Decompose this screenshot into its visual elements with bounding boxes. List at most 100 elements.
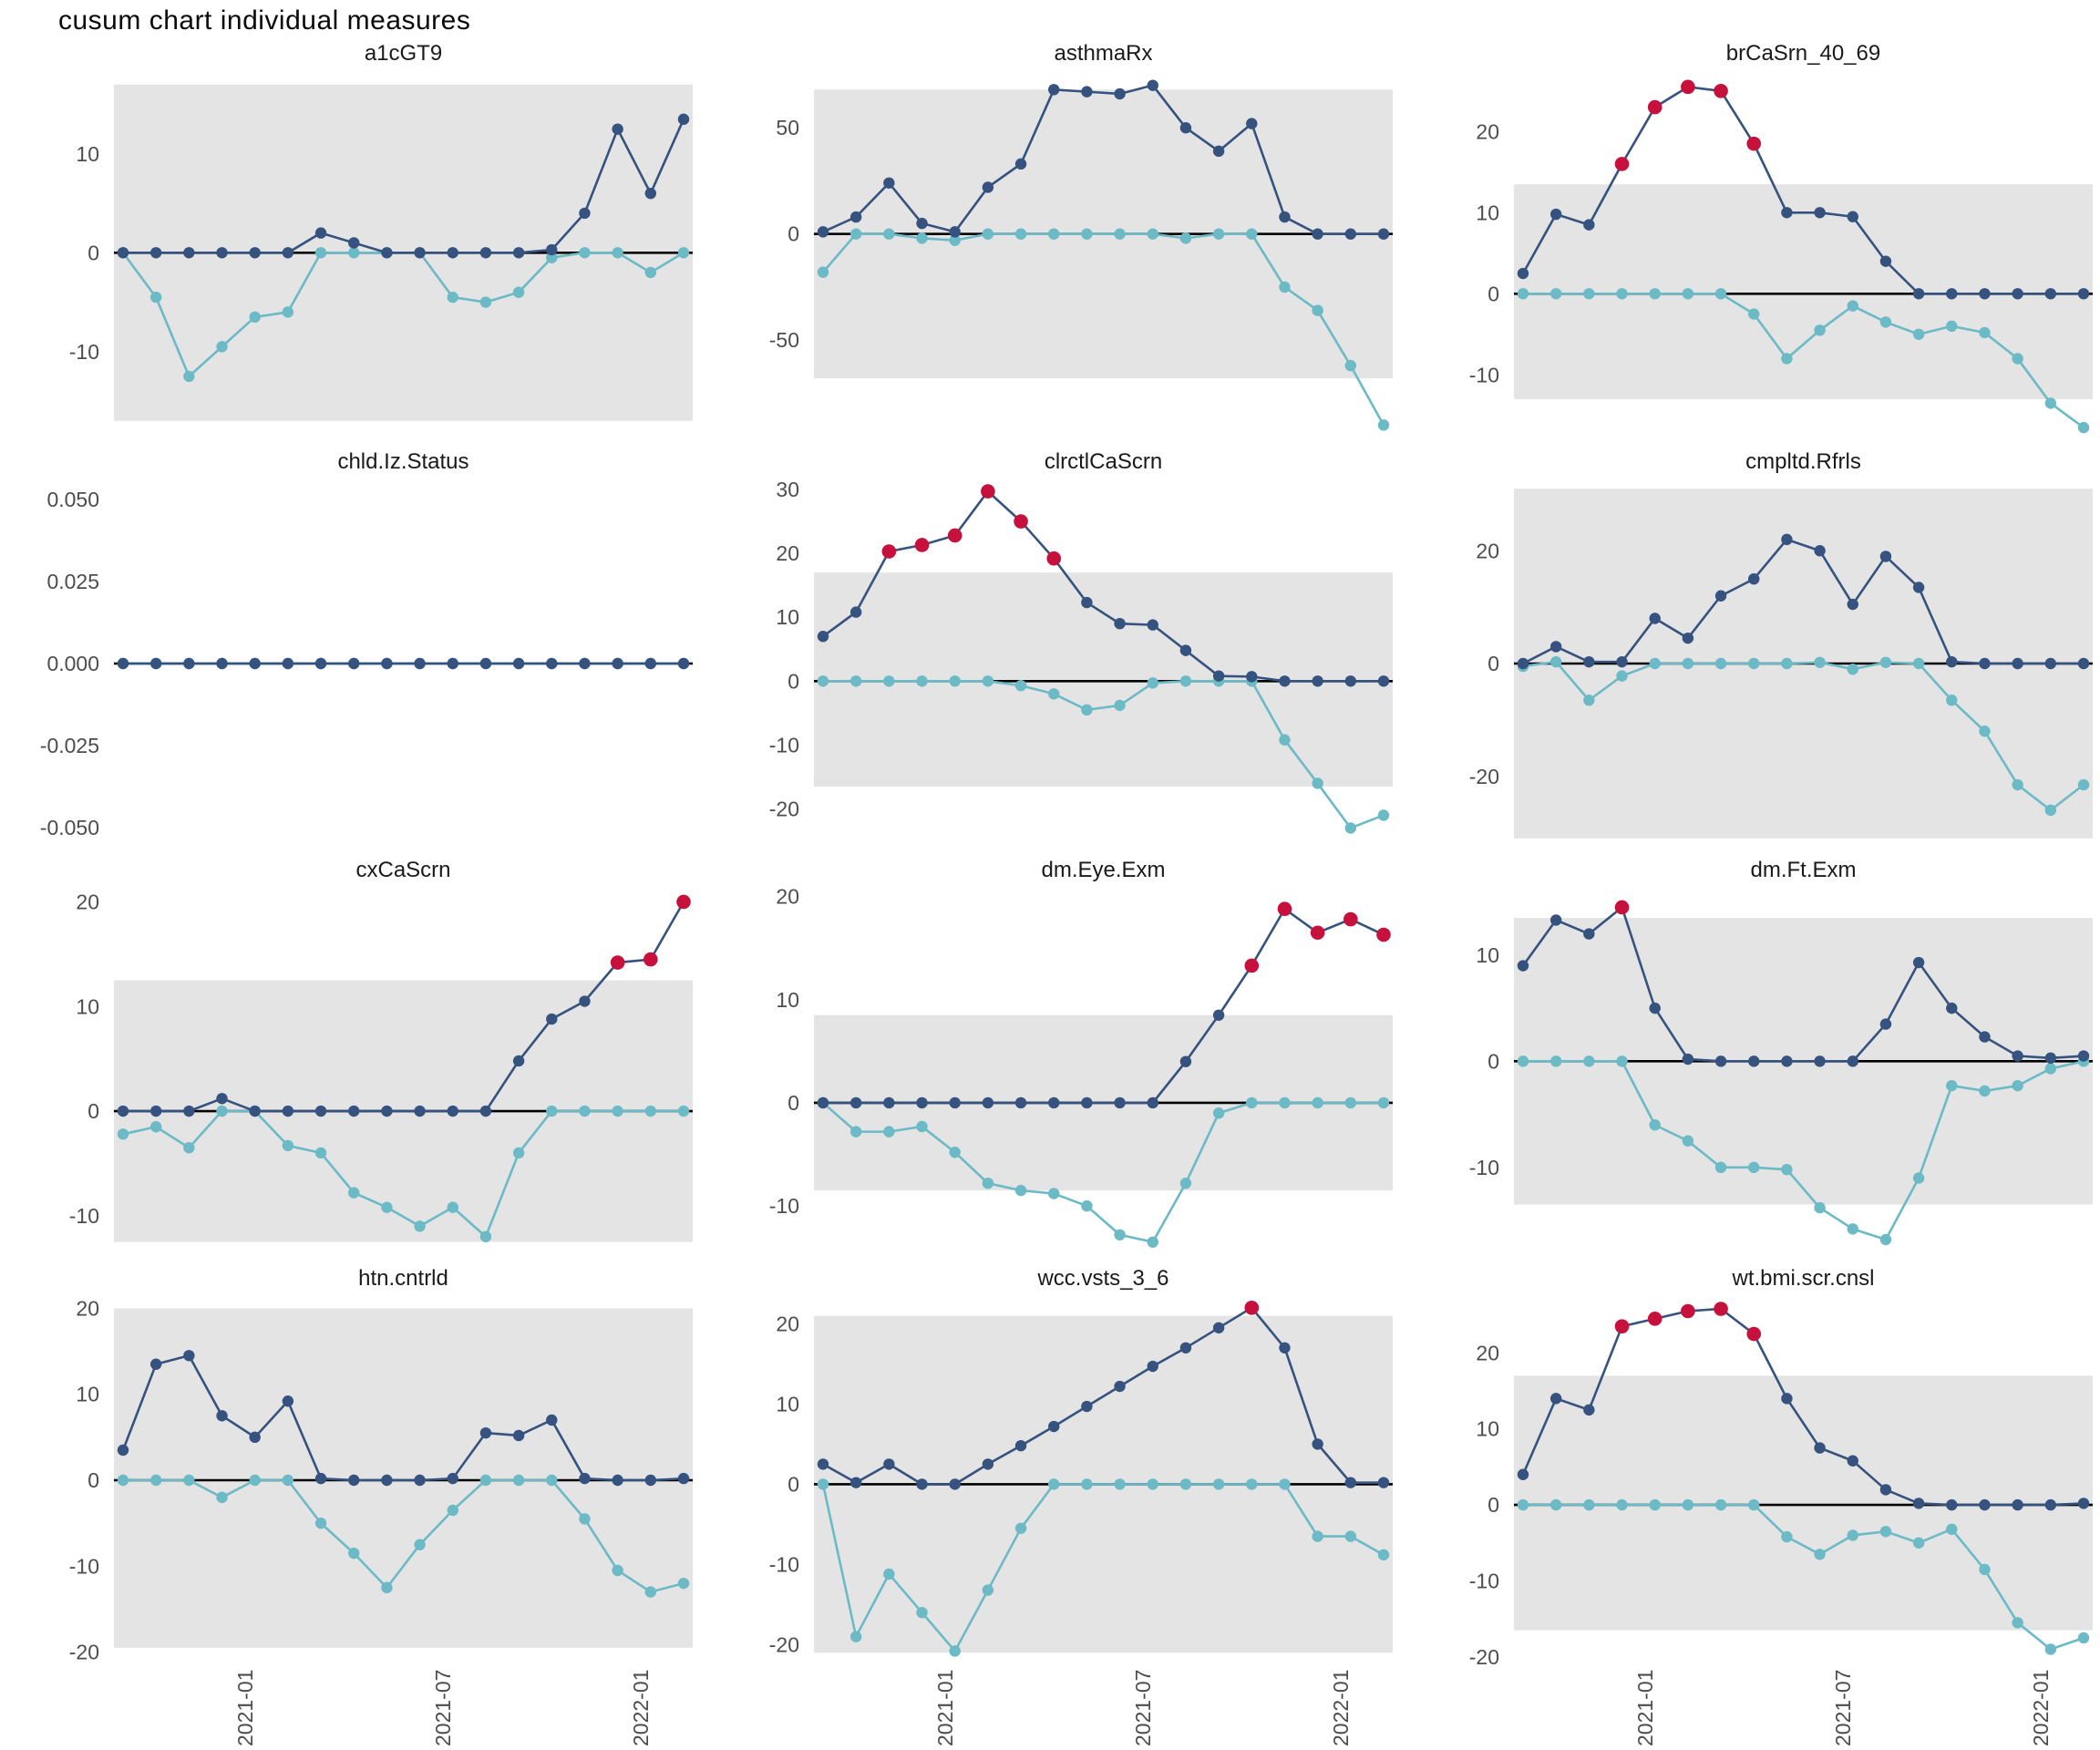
pos-series-point	[1748, 1055, 1760, 1067]
neg-series-point	[2077, 421, 2090, 434]
pos-series-point	[479, 1426, 492, 1439]
y-tick-label: 20	[1476, 539, 1499, 562]
neg-series-point	[1649, 288, 1661, 300]
pos-series-point	[2012, 1050, 2023, 1062]
neg-series-point	[1246, 1478, 1258, 1490]
pos-series-point	[546, 1414, 558, 1426]
neg-series-point	[1583, 288, 1595, 300]
pos-series-point	[1279, 211, 1291, 223]
pos-series-point	[314, 657, 327, 670]
neg-series-point	[1212, 1107, 1225, 1119]
neg-series-point	[1517, 1498, 1529, 1511]
y-tick-label: 10	[1476, 943, 1499, 967]
neg-series-point	[1549, 1498, 1562, 1511]
pos-series-point	[183, 1350, 195, 1362]
neg-series-point	[1616, 1498, 1628, 1511]
pos-series-point	[2077, 657, 2090, 670]
neg-series-point	[1912, 657, 1925, 670]
pos-series-point	[414, 247, 426, 259]
facet-cmpltd.Rfrls: 20 0 -20 cmpltd.Rfrls	[1400, 445, 2100, 853]
pos-series-point	[282, 247, 294, 259]
facet-panel-clrctlCaScrn: 30 20 10 0 -10 -20 clrctlCaScrn	[769, 449, 1393, 834]
pos-series-point	[1114, 1380, 1126, 1393]
pos-series-point	[348, 1105, 360, 1117]
pos-series-point	[1048, 1420, 1060, 1433]
pos-series-point	[1946, 1002, 1958, 1014]
neg-series-point	[982, 675, 994, 687]
facet-clrctlCaScrn: 30 20 10 0 -10 -20 clrctlCaScrn	[700, 445, 1400, 853]
neg-series-point	[348, 1547, 360, 1560]
pos-series-point	[1583, 1404, 1595, 1416]
neg-series-point	[183, 1474, 195, 1487]
pos-series-point	[1014, 1439, 1027, 1452]
neg-series-point	[883, 675, 895, 687]
neg-series-point	[1312, 1530, 1323, 1542]
y-tick-label: -50	[769, 328, 799, 352]
pos-series-point	[1312, 1438, 1323, 1450]
pos-series-point	[1879, 551, 1892, 562]
facet-a1cGT9: 10 0 -10 a1cGT9	[0, 36, 700, 445]
neg-series-point	[1081, 1478, 1093, 1490]
y-tick-label: 10	[1476, 201, 1499, 224]
neg-series-point	[314, 247, 327, 259]
neg-series-point	[2044, 1643, 2057, 1655]
pos-series-point	[1946, 288, 1958, 300]
neg-series-point	[916, 1120, 928, 1133]
y-tick-label: -10	[1469, 1156, 1499, 1179]
facet-panel-a1cGT9: 10 0 -10 a1cGT9	[69, 41, 693, 421]
x-tick-label: 2021-07	[1830, 1669, 1855, 1746]
pos-series-point	[546, 657, 558, 670]
pos-series-point	[1212, 670, 1225, 682]
neg-series-point	[512, 1474, 525, 1487]
neg-series-point	[183, 370, 195, 383]
signal-point	[1014, 514, 1028, 529]
pos-series-point	[1279, 675, 1291, 687]
neg-series-point	[1014, 1184, 1027, 1197]
pos-series-point	[677, 657, 690, 670]
y-tick-label: 50	[776, 116, 799, 139]
neg-series-point	[1279, 1478, 1291, 1490]
pos-series-line	[822, 84, 1384, 236]
pos-series-point	[1179, 1342, 1192, 1354]
pos-series-point	[1212, 1009, 1225, 1021]
pos-series-point	[2012, 1498, 2023, 1511]
neg-series-point	[1912, 1172, 1925, 1184]
neg-series-point	[677, 247, 690, 259]
neg-series-point	[1649, 1498, 1661, 1511]
y-tick-label: 30	[776, 478, 799, 501]
y-tick-label: 10	[76, 1383, 99, 1406]
pos-series-point	[1649, 612, 1661, 624]
neg-series-point	[1246, 1096, 1258, 1109]
pos-series-point	[1212, 145, 1225, 158]
pos-series-point	[546, 1013, 558, 1025]
pos-series-point	[1081, 86, 1093, 98]
pos-series-point	[1114, 1096, 1126, 1109]
control-band	[114, 1308, 693, 1648]
x-tick-label: 2021-07	[1130, 1669, 1155, 1746]
pos-series-point	[1377, 675, 1390, 687]
y-tick-label: -10	[69, 340, 99, 364]
pos-series-point	[849, 1096, 862, 1109]
y-tick-label: -20	[769, 797, 799, 820]
neg-series-point	[2044, 804, 2057, 817]
y-tick-label: 0	[88, 1099, 99, 1123]
neg-series-point	[1748, 1161, 1760, 1174]
pos-series-point	[1081, 1096, 1093, 1109]
neg-series-point	[1344, 359, 1357, 372]
y-tick-label: -10	[69, 1204, 99, 1228]
neg-series-point	[1377, 809, 1390, 821]
pos-series-point	[1814, 1055, 1826, 1067]
neg-series-point	[644, 266, 657, 279]
pos-series-point	[1847, 1455, 1858, 1467]
signal-point	[947, 528, 962, 543]
signal-point	[1614, 900, 1630, 915]
neg-series-point	[1081, 228, 1093, 240]
pos-series-point	[282, 1395, 294, 1407]
neg-series-point	[1279, 734, 1291, 746]
y-tick-label: -0.050	[40, 816, 99, 839]
x-tick-label: 2021-01	[232, 1669, 257, 1746]
pos-series-point	[1814, 545, 1826, 557]
pos-series-point	[982, 181, 994, 193]
neg-series-point	[1847, 1529, 1858, 1541]
facet-dm.Eye.Exm: 20 10 0 -10 dm.Eye.Exm	[700, 853, 1400, 1261]
